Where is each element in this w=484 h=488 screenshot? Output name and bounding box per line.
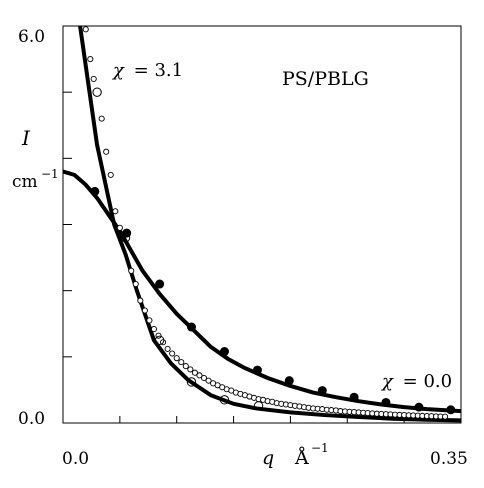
fit-curves [63, 26, 461, 423]
filled-point [122, 228, 132, 238]
filled-point [252, 365, 262, 375]
y-axis-label-symbol: I [21, 126, 31, 150]
x-tick-label-min: 0.0 [62, 449, 89, 469]
small-open-point [128, 267, 135, 274]
small-open-point [132, 280, 139, 288]
small-open-point [141, 307, 148, 314]
small-open-point [146, 317, 153, 324]
small-open-point [200, 374, 208, 382]
x-axis-label-unit: Å [294, 447, 309, 469]
y-axis-label-unit: cm [12, 172, 38, 192]
large-open-point [92, 87, 102, 97]
small-open-point [169, 350, 176, 357]
small-open-point [178, 359, 185, 366]
filled-point [186, 322, 196, 332]
small-open-point [98, 115, 105, 122]
small-open-point [107, 171, 114, 178]
filled-point [414, 402, 424, 412]
small-open-point [173, 355, 180, 362]
filled-point [219, 347, 229, 357]
large-open-point [219, 395, 230, 405]
large-open-point [253, 401, 264, 411]
small-open-point [82, 26, 89, 33]
small-open-point [196, 372, 203, 379]
y-tick-label-min: 0.0 [18, 409, 45, 429]
large-open-point [186, 377, 197, 387]
small-open-point [442, 413, 449, 420]
filled-point [90, 186, 100, 196]
small-open-point [164, 345, 171, 352]
chart-annotation: PS/PBLG [282, 68, 369, 90]
plot-frame [62, 25, 462, 424]
series-label-chi-3-1: χ = 3.1 [111, 60, 183, 81]
filled-point [381, 397, 391, 407]
filled-point [284, 376, 294, 386]
small-open-point [87, 56, 94, 63]
small-open-point [187, 366, 194, 373]
data-points [82, 26, 456, 420]
filled-point [317, 386, 327, 396]
axis-ticks [63, 91, 405, 423]
large-open-point [154, 335, 165, 345]
filled-point [155, 279, 165, 289]
small-open-point [90, 75, 97, 82]
y-axis-label-unit-exponent: −1 [41, 167, 59, 181]
small-open-point [137, 297, 144, 304]
small-open-point [150, 325, 158, 333]
x-axis-label-unit-exponent: −1 [311, 441, 329, 455]
small-open-point [191, 369, 198, 376]
y-tick-label-max: 6.0 [18, 27, 45, 47]
small-open-point [182, 363, 189, 370]
fit-curve-1 [63, 169, 461, 414]
small-open-point [116, 224, 123, 231]
series-label-chi-0-0: χ = 0.0 [380, 371, 452, 392]
small-open-point [103, 148, 110, 155]
small-open-point [205, 377, 212, 384]
x-axis-label-symbol: q [262, 447, 274, 469]
filled-point [349, 392, 359, 402]
filled-point [446, 405, 456, 415]
x-tick-label-max: 0.35 [430, 449, 468, 469]
fit-curve-0 [78, 26, 461, 423]
small-open-point [112, 208, 119, 215]
